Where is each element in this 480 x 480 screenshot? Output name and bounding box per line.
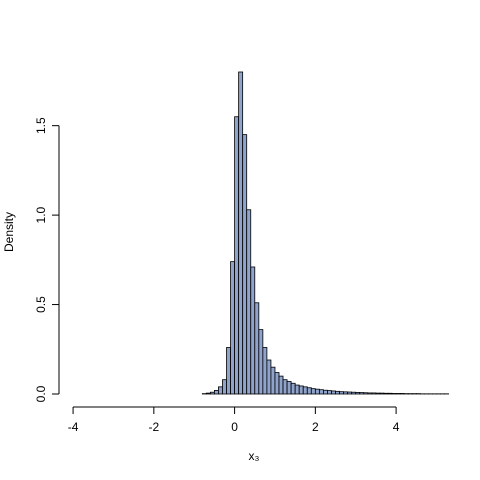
bar — [242, 134, 248, 395]
x-tick-label: 4 — [393, 420, 400, 434]
bar — [262, 347, 268, 395]
bar — [351, 391, 357, 395]
bar — [323, 389, 328, 395]
bar — [343, 391, 349, 395]
bar — [363, 392, 369, 395]
x-tick-label: 0 — [231, 420, 238, 434]
bar — [250, 266, 256, 395]
bar — [258, 329, 264, 395]
bar — [234, 116, 240, 395]
bar — [391, 393, 397, 395]
bar — [266, 359, 272, 395]
bar — [270, 366, 276, 395]
bar — [399, 393, 405, 395]
bar — [367, 392, 373, 395]
bar — [286, 381, 292, 395]
bar — [274, 372, 280, 395]
bar — [254, 302, 260, 395]
bar — [282, 379, 288, 395]
bar — [306, 387, 312, 395]
bar — [318, 389, 324, 395]
bar — [379, 392, 385, 395]
y-tick-label: 0.0 — [34, 385, 48, 402]
bar — [339, 391, 345, 395]
bar — [387, 392, 393, 395]
bar — [290, 382, 296, 395]
bar — [209, 391, 215, 395]
bar — [355, 391, 361, 395]
bar — [371, 392, 377, 395]
bar — [327, 390, 332, 395]
bar — [246, 209, 252, 395]
y-tick-label: 1.5 — [34, 117, 48, 134]
bar — [298, 385, 304, 395]
bar — [347, 391, 353, 395]
bar — [314, 388, 320, 395]
bar — [218, 386, 223, 395]
bar — [222, 379, 227, 395]
bar — [278, 375, 284, 395]
bar — [205, 392, 211, 395]
y-tick-label: 0.5 — [34, 296, 48, 313]
x-tick-label: -4 — [68, 420, 79, 434]
x-axis-label: x₃ — [249, 449, 260, 463]
x-tick-label: -2 — [148, 420, 159, 434]
bar — [226, 347, 231, 395]
bar — [335, 390, 340, 395]
bar — [294, 384, 300, 395]
bar — [395, 393, 401, 395]
x-tick-label: 2 — [312, 420, 319, 434]
bar — [310, 388, 316, 395]
bar — [383, 392, 389, 395]
bar — [238, 71, 244, 395]
y-axis-label: Density — [2, 212, 16, 252]
bar — [230, 261, 235, 395]
bar — [302, 386, 308, 395]
bar — [331, 390, 336, 395]
bar — [359, 392, 365, 395]
bar — [375, 392, 381, 395]
bar — [214, 390, 219, 395]
y-tick-label: 1.0 — [34, 206, 48, 223]
